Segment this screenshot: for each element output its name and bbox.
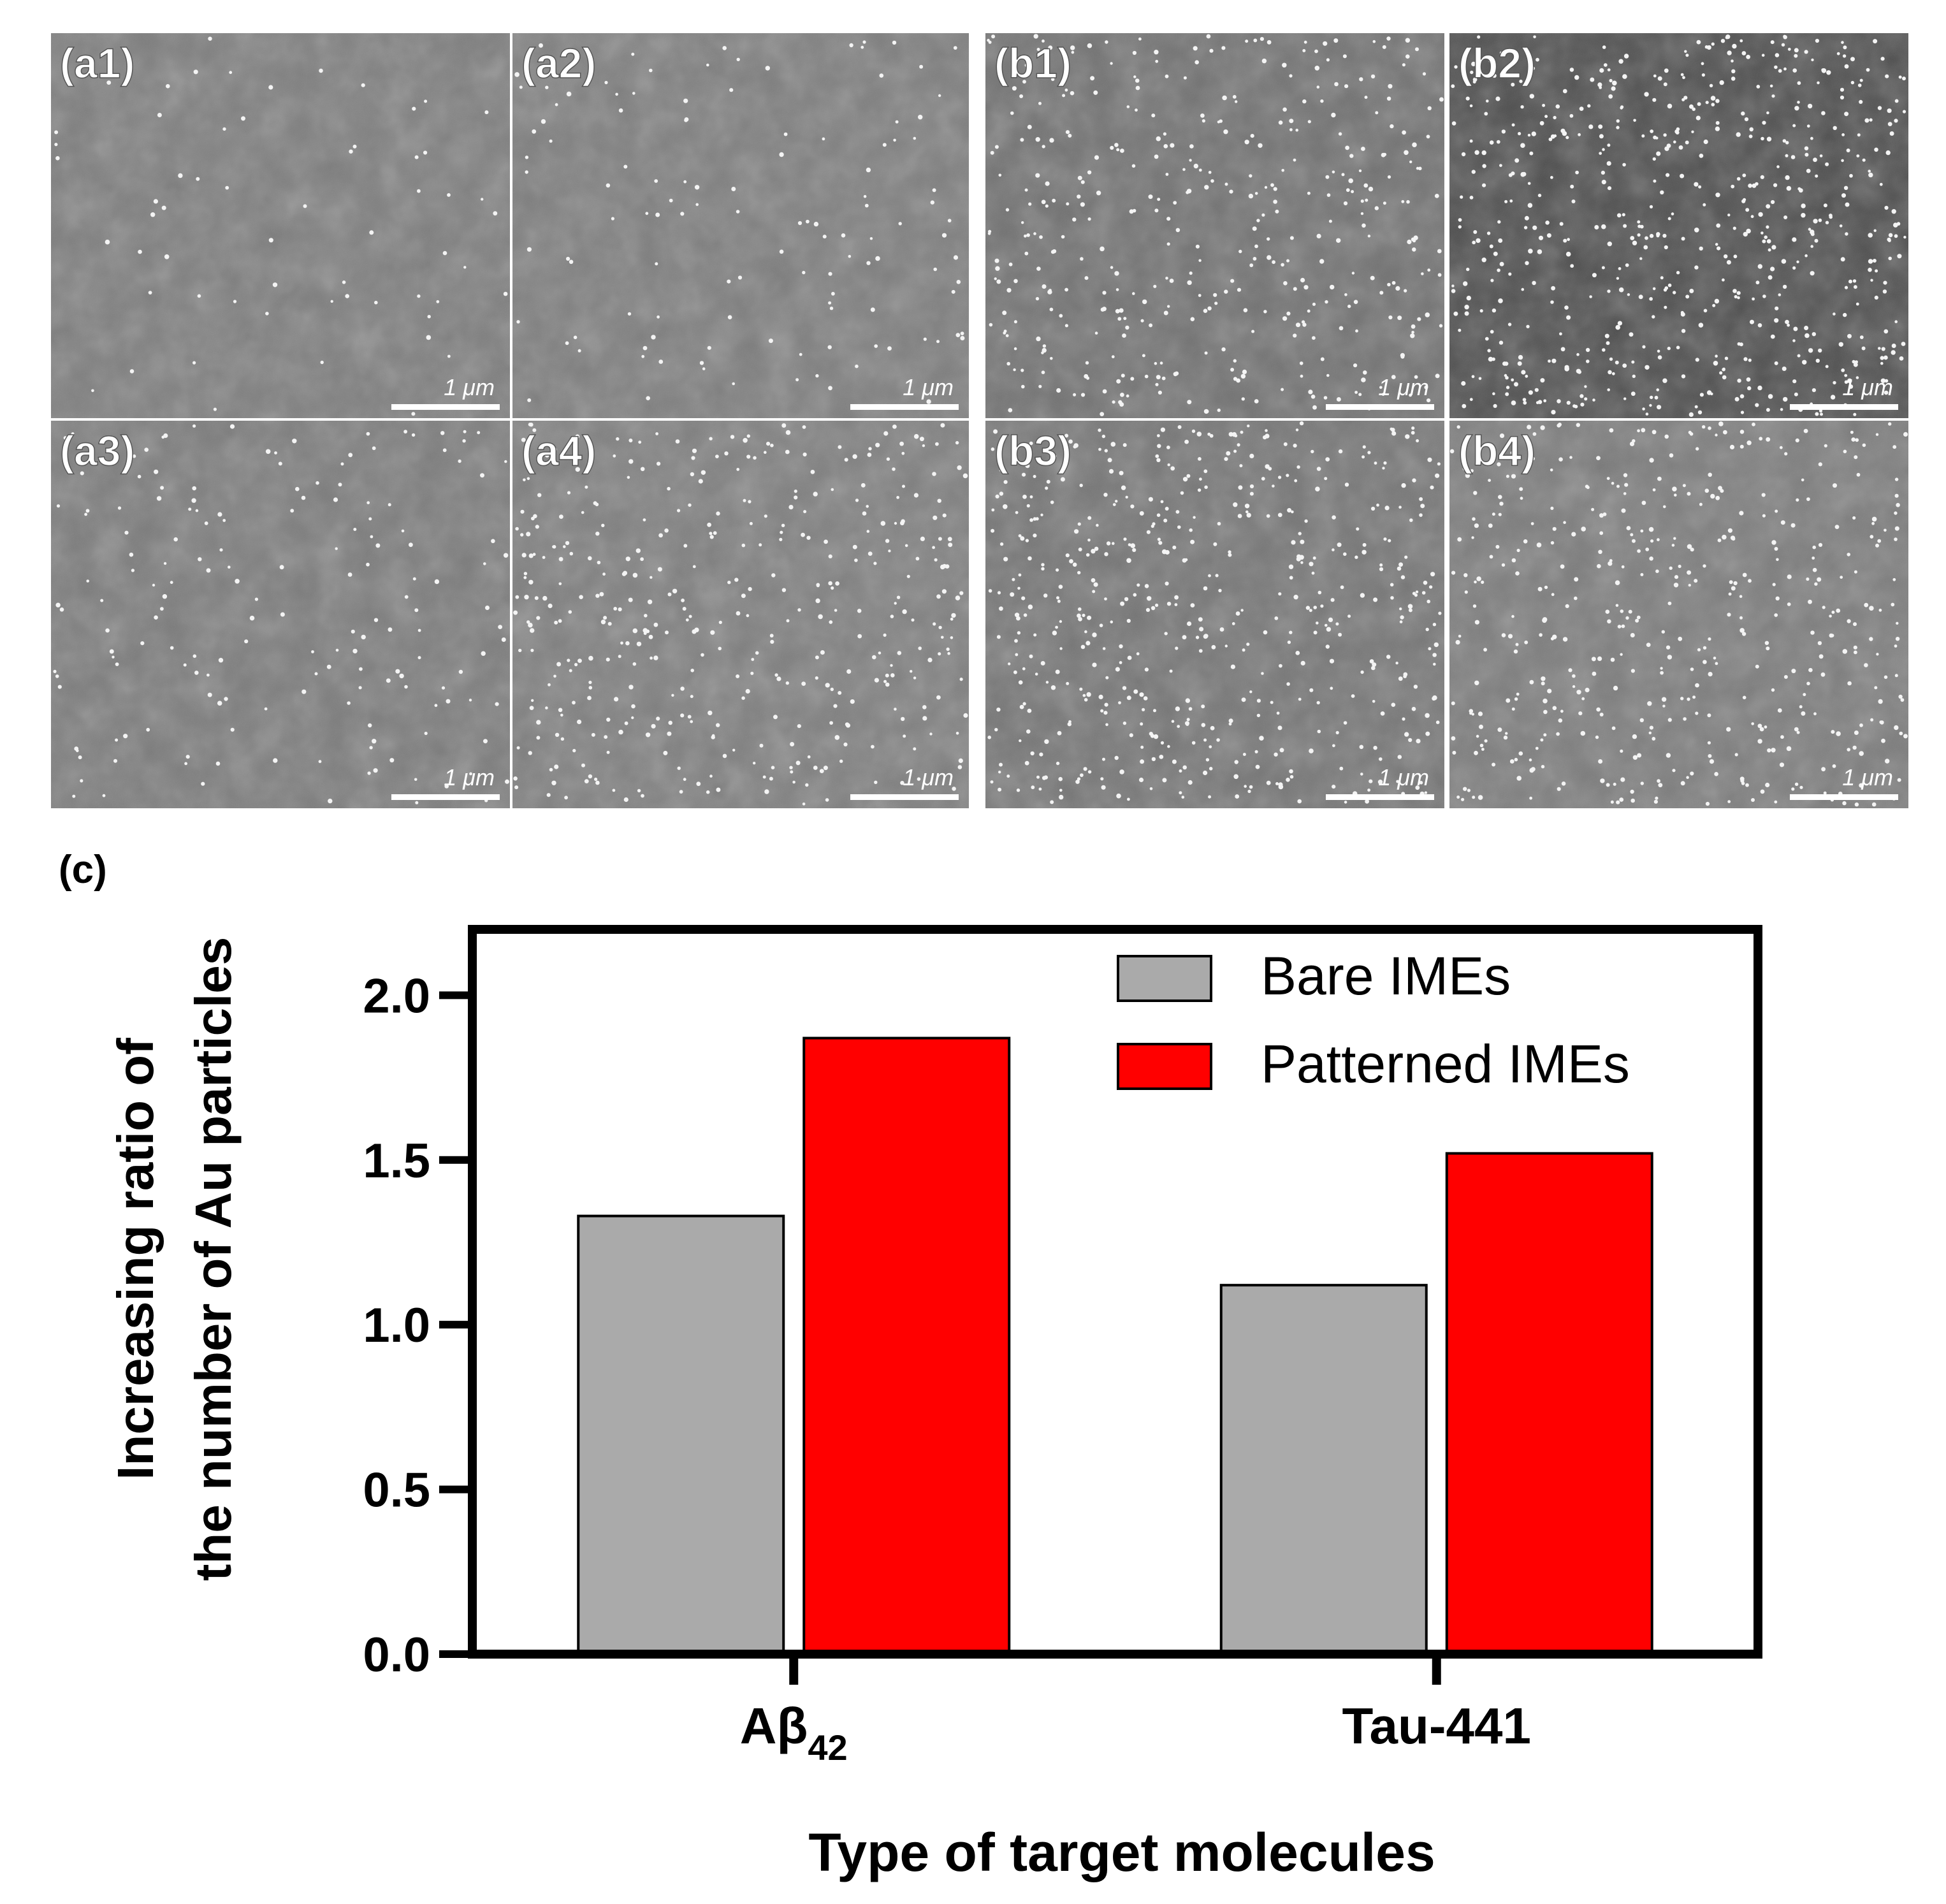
y-tick-label: 1.0: [363, 1298, 430, 1353]
plot-frame: [468, 925, 1762, 1659]
sem-panel-label: (a4): [521, 427, 596, 474]
x-axis-title: Type of target molecules: [808, 1822, 1435, 1882]
sem-grain: [512, 33, 969, 418]
au-particles: [514, 40, 965, 404]
bar: [577, 1214, 785, 1655]
y-tick-label: 2.0: [363, 969, 430, 1023]
y-tick-label: 0.0: [363, 1628, 430, 1682]
x-tick-label: Tau-441: [1342, 1697, 1531, 1754]
y-tick-label: 0.5: [363, 1464, 430, 1518]
sem-grain: [512, 421, 969, 808]
au-particles: [987, 421, 1442, 804]
au-particles: [513, 423, 968, 806]
scale-bar-label: 1 μm: [903, 374, 954, 400]
sem-panel-label: (b1): [994, 40, 1071, 87]
scale-bar-label: 1 μm: [1842, 764, 1893, 790]
legend-swatch: [1117, 955, 1212, 1002]
sem-grain: [1449, 421, 1908, 808]
sem-panel-label: (b2): [1458, 40, 1536, 87]
scale-bar: [850, 794, 959, 800]
bar: [1445, 1152, 1653, 1656]
bar-chart: 0.0 0.5 1.0 1.5 2.0 Aβ42 Tau-441 Increasing r…: [107, 925, 1762, 1882]
scale-bar-label: 1 μm: [444, 764, 495, 790]
scale-bar-label: 1 μm: [1378, 764, 1429, 790]
scale-bar: [850, 404, 959, 410]
sem-panel: (a4) 1 μm: [512, 421, 969, 808]
legend-item: Patterned IMEs: [1117, 1034, 1630, 1094]
au-particles: [1449, 421, 1908, 807]
au-particles: [53, 424, 509, 804]
scale-bar: [1326, 794, 1434, 800]
legend-label: Patterned IMEs: [1261, 1034, 1630, 1094]
au-particles: [54, 36, 508, 416]
scale-bar: [1790, 794, 1898, 800]
scale-bar: [391, 404, 500, 410]
sem-panel: (b3) 1 μm: [985, 421, 1444, 808]
sem-grain: [51, 33, 510, 418]
sem-panel: (a3) 1 μm: [51, 421, 510, 808]
sem-panel-label: (a2): [521, 40, 596, 87]
sem-panel-label: (b4): [1458, 427, 1536, 474]
au-particles: [1451, 34, 1906, 418]
au-particles: [987, 34, 1444, 416]
sem-panel: (b2) 1 μm: [1449, 33, 1908, 418]
sem-grain: [985, 33, 1444, 418]
scale-bar-label: 1 μm: [1842, 374, 1893, 400]
sem-panel-label: (a3): [60, 427, 134, 474]
sem-panel: (b4) 1 μm: [1449, 421, 1908, 808]
scale-bar-label: 1 μm: [444, 374, 495, 400]
scale-bar-label: 1 μm: [1378, 374, 1429, 400]
y-axis-title: Increasing ratio of the number of Au par…: [107, 937, 242, 1581]
scale-bar-label: 1 μm: [903, 764, 954, 790]
sem-panel: (a1) 1 μm: [51, 33, 510, 418]
chart-panel-label: (c): [59, 848, 107, 892]
legend-swatch: [1117, 1043, 1212, 1090]
y-axis: 0.0 0.5 1.0 1.5 2.0: [363, 969, 472, 1682]
legend-label: Bare IMEs: [1261, 946, 1511, 1006]
sem-grain: [1449, 33, 1908, 418]
legend: Bare IMEs Patterned IMEs: [1117, 946, 1630, 1094]
legend-item: Bare IMEs: [1117, 946, 1511, 1006]
sem-grain: [985, 421, 1444, 808]
scale-bar: [1326, 404, 1434, 410]
bars: [577, 1036, 1653, 1656]
sem-panel-label: (a1): [60, 40, 134, 87]
x-axis: Aβ42 Tau-441: [740, 1654, 1531, 1768]
sem-panel: (a2) 1 μm: [512, 33, 969, 418]
y-axis-title-line-1: Increasing ratio of: [107, 1038, 164, 1480]
sem-image-grid: (a1) 1 μm (a2) 1 μm (b1) 1 μm (b2) 1 μm (a3) 1 μm…: [51, 33, 1908, 808]
sem-panel: (b1) 1 μm: [985, 33, 1444, 418]
bar: [802, 1036, 1011, 1656]
y-axis-title-line-2: the number of Au particles: [185, 937, 242, 1581]
scale-bar: [1790, 404, 1898, 410]
scale-bar: [391, 794, 500, 800]
bar: [1219, 1284, 1428, 1656]
y-tick-label: 1.5: [363, 1134, 430, 1188]
x-tick-label: Aβ42: [740, 1697, 848, 1768]
sem-panel-label: (b3): [994, 427, 1071, 474]
